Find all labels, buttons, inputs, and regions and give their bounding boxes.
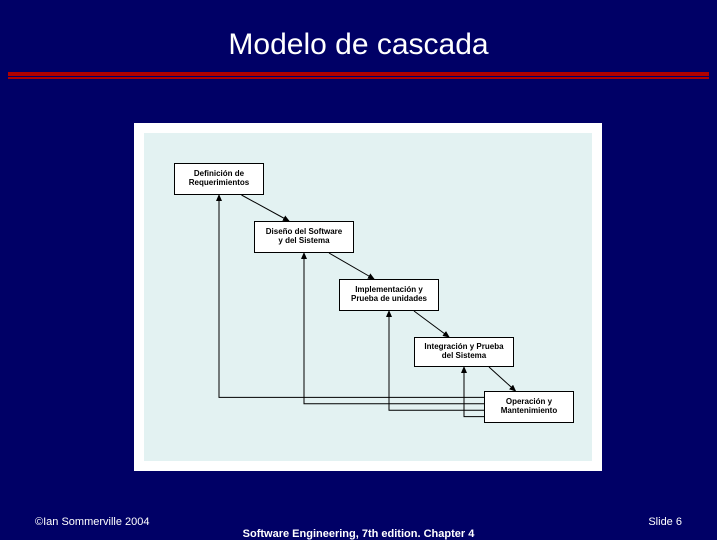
footer-slide-num: 6 [676,516,682,528]
footer-title: Software Engineering, 7th edition. Chapt… [0,528,717,540]
flow-node-n5: Operación yMantenimiento [484,391,574,423]
footer-slide-number: Slide 6 [648,516,682,528]
rule-top [8,72,709,76]
flow-node-n1: Definición deRequerimientos [174,163,264,195]
flow-node-n4: Integración y Pruebadel Sistema [414,337,514,367]
diagram-canvas: Definición deRequerimientos Diseño del So… [144,133,592,461]
flow-node-n2: Diseño del Softwarey del Sistema [254,221,354,253]
rule-bottom [8,77,709,79]
footer-slide-prefix: Slide [648,516,676,528]
slide-title: Modelo de cascada [0,0,717,72]
flow-node-n3: Implementación yPrueba de unidades [339,279,439,311]
footer-copyright: ©Ian Sommerville 2004 [35,516,150,528]
diagram-frame: Definición deRequerimientos Diseño del So… [134,123,602,471]
